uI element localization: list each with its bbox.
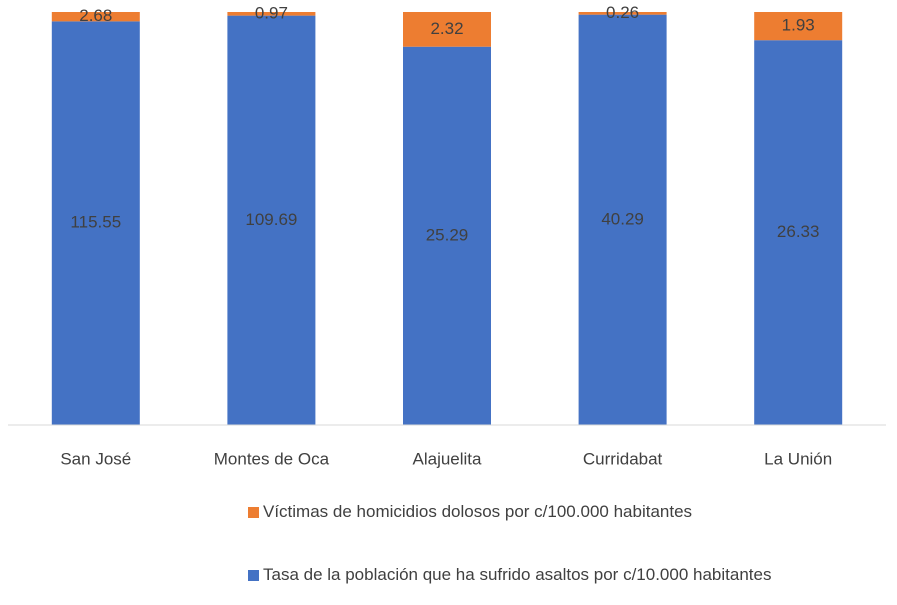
x-tick-label: Montes de Oca (214, 449, 330, 468)
x-tick-label: Curridabat (583, 449, 663, 468)
bar-segment (578, 14, 667, 425)
data-label: 26.33 (777, 222, 820, 241)
bar-segment (51, 21, 140, 425)
data-label: 2.32 (430, 19, 463, 38)
legend-item: Tasa de la población que ha sufrido asal… (248, 562, 808, 588)
data-label: 115.55 (70, 213, 121, 232)
bar-segment (51, 12, 140, 22)
data-label: 0.26 (606, 3, 639, 22)
legend-item: Víctimas de homicidios dolosos por c/100… (248, 499, 808, 525)
bar-segment (754, 40, 843, 425)
data-label: 109.69 (245, 210, 297, 229)
data-label: 2.68 (79, 6, 112, 25)
data-label: 1.93 (782, 16, 815, 35)
data-label: 40.29 (601, 209, 644, 228)
legend-label: Víctimas de homicidios dolosos por c/100… (263, 502, 693, 521)
bar-segment (754, 12, 843, 41)
legend-swatch (248, 507, 259, 518)
bar-segment (403, 46, 491, 425)
x-tick-label: San José (60, 449, 131, 468)
bar-segment (403, 12, 491, 47)
legend-swatch (248, 570, 259, 581)
bar-segment (578, 12, 667, 15)
data-label: 0.97 (255, 3, 288, 22)
x-tick-label: La Unión (764, 449, 832, 468)
legend-label: Tasa de la población que ha sufrido asal… (263, 565, 772, 584)
x-tick-label: Alajuelita (413, 449, 483, 468)
data-label: 25.29 (426, 225, 469, 244)
bar-segment (227, 12, 316, 16)
bar-segment (227, 15, 316, 426)
